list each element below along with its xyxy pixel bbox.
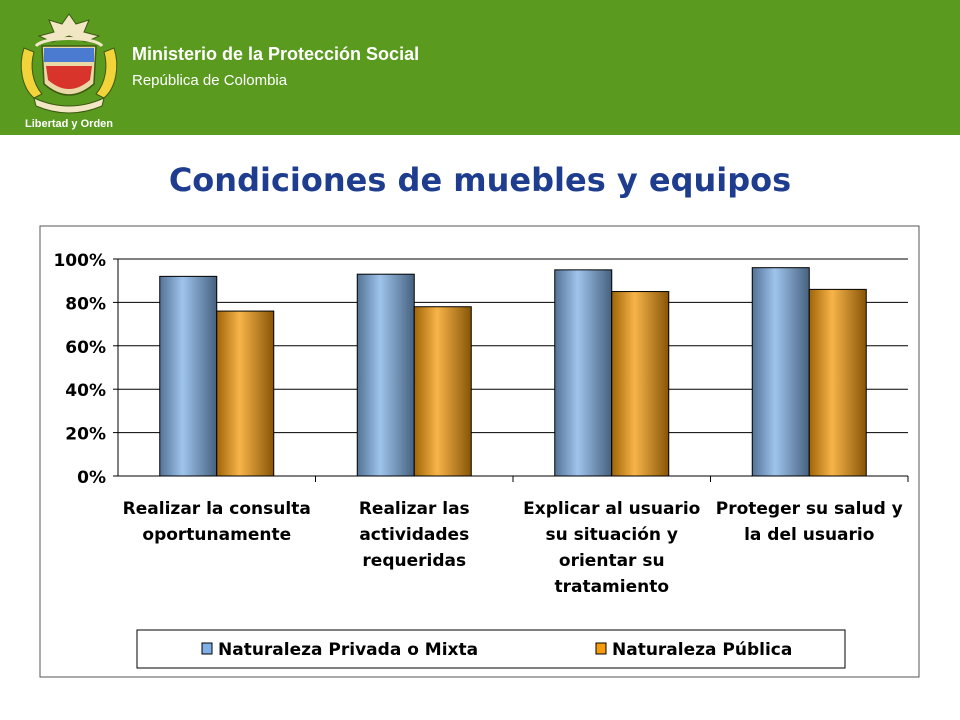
bar <box>808 288 867 477</box>
legend-label: Naturaleza Pública <box>612 640 792 660</box>
y-tick-label: 60% <box>65 338 106 358</box>
legend-box <box>136 629 846 669</box>
x-category-label: oportunamente <box>142 525 291 545</box>
x-category-label: requeridas <box>362 551 466 571</box>
x-category-label: Explicar al usuario <box>523 499 700 519</box>
bar <box>356 273 415 477</box>
bar <box>611 291 670 477</box>
logo-motto: Libertad y Orden <box>25 118 113 130</box>
bar <box>159 275 218 477</box>
legend-swatch <box>201 642 213 655</box>
bar <box>413 306 472 477</box>
x-category-label: actividades <box>359 525 469 545</box>
x-category-label: Proteger su salud y <box>716 499 903 519</box>
y-tick-label: 40% <box>65 381 106 401</box>
x-category-label: su situación y <box>546 525 678 545</box>
header-bar: Libertad y Orden Ministerio de la Protec… <box>0 0 960 135</box>
bar <box>751 267 810 477</box>
x-category-label: orientar su <box>559 551 665 571</box>
coat-of-arms-logo: Libertad y Orden <box>20 13 118 130</box>
y-tick-label: 0% <box>77 468 106 488</box>
x-category-label: Realizar la consulta <box>123 499 311 519</box>
y-tick-label: 20% <box>65 425 106 445</box>
x-category-label: la del usuario <box>744 525 874 545</box>
ministry-title: Ministerio de la Protección Social <box>132 44 420 64</box>
x-category-label: tratamiento <box>554 577 669 597</box>
ministry-subtitle: República de Colombia <box>132 72 288 89</box>
y-tick-label: 100% <box>53 251 106 271</box>
bar <box>216 310 275 477</box>
page-title: Condiciones de muebles y equipos <box>168 161 792 199</box>
bar <box>554 269 613 477</box>
y-tick-label: 80% <box>65 294 106 314</box>
legend-label: Naturaleza Privada o Mixta <box>218 640 478 660</box>
legend-swatch <box>595 642 607 655</box>
x-category-label: Realizar las <box>359 499 470 519</box>
